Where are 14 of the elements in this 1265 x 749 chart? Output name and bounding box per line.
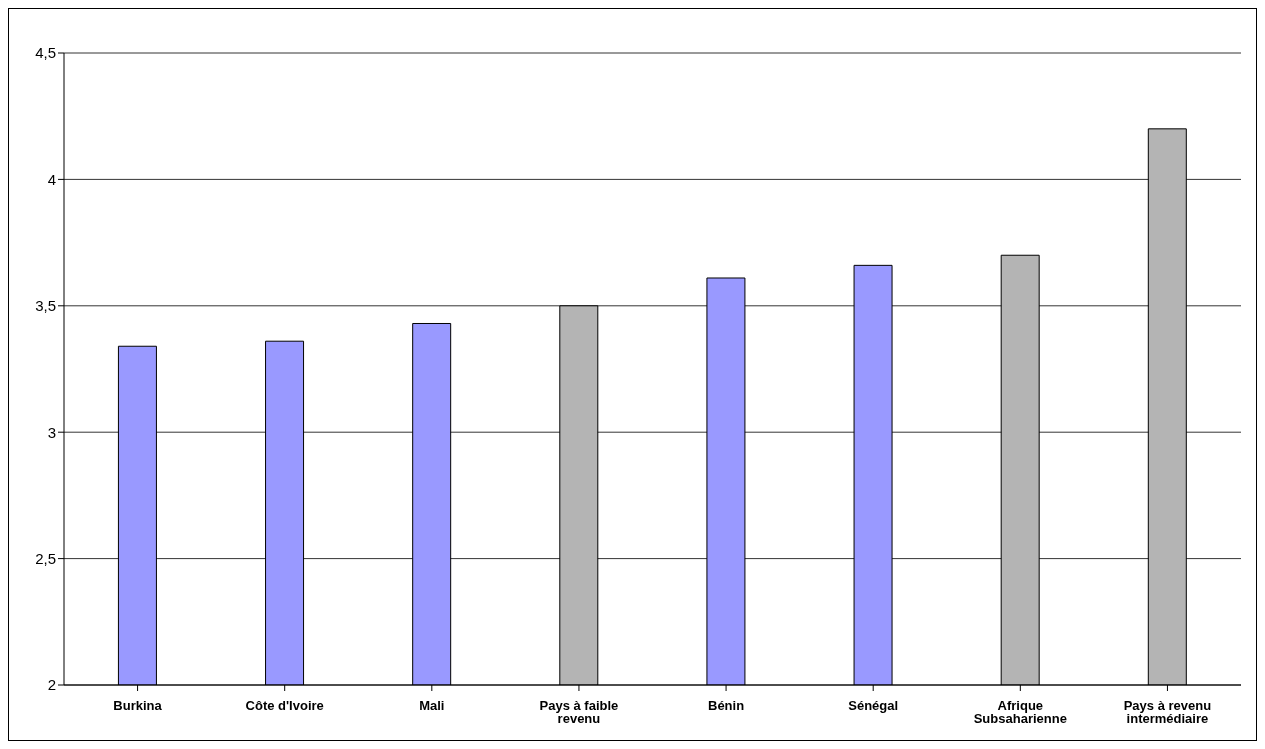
y-tick-label: 4,5 [35,44,56,62]
x-tick-label: Sénégal [848,698,899,714]
y-tick-label: 2 [47,676,56,694]
x-tick-label: Afrique Subsaharienne [973,698,1067,727]
y-tick-label: 4 [47,170,56,188]
y-tick-label: 3 [47,423,56,441]
y-tick-label: 2,5 [35,549,56,567]
x-tick-label: Mali [419,698,445,714]
x-tick-label: Côte d'Ivoire [245,698,324,714]
x-tick-label: Pays à faible revenu [539,698,619,727]
x-tick-label: Burkina [113,698,163,714]
y-tick-label: 3,5 [35,297,56,315]
x-tick-label: Pays à revenu intermédiaire [1123,698,1212,727]
x-tick-label: Bénin [708,698,745,714]
